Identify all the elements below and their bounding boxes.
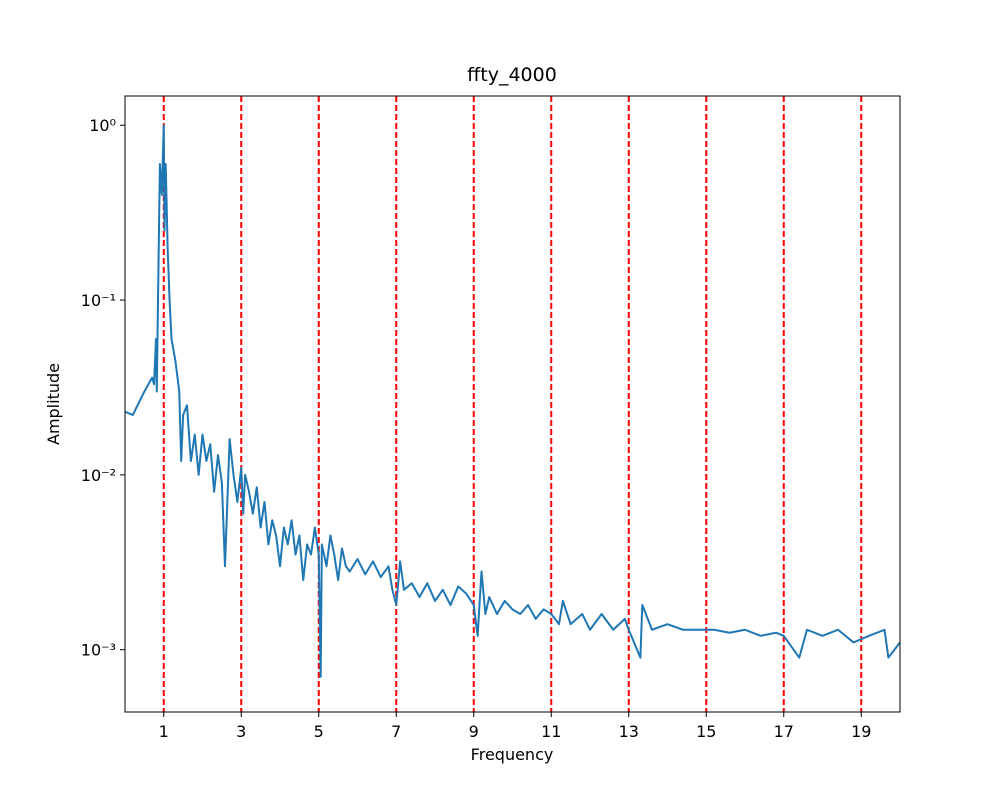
data-line — [125, 124, 900, 678]
y-tick-label: 10⁻¹ — [81, 291, 116, 310]
x-tick-label: 7 — [391, 722, 401, 741]
y-axis-label: Amplitude — [44, 363, 63, 445]
x-tick-label: 11 — [541, 722, 561, 741]
x-tick-label: 19 — [851, 722, 871, 741]
x-tick-label: 3 — [236, 722, 246, 741]
plot-frame — [124, 95, 901, 713]
y-tick-label: 10⁻³ — [81, 641, 116, 660]
x-tick-label: 9 — [469, 722, 479, 741]
y-tick-label: 10⁰ — [89, 116, 116, 135]
x-tick-label: 17 — [774, 722, 794, 741]
x-tick-label: 15 — [696, 722, 716, 741]
x-axis-label: Frequency — [471, 745, 554, 764]
x-tick-label: 13 — [619, 722, 639, 741]
x-tick-label: 1 — [159, 722, 169, 741]
y-tick-label: 10⁻² — [81, 466, 116, 485]
x-tick-label: 5 — [314, 722, 324, 741]
chart-title: ffty_4000 — [467, 64, 557, 86]
